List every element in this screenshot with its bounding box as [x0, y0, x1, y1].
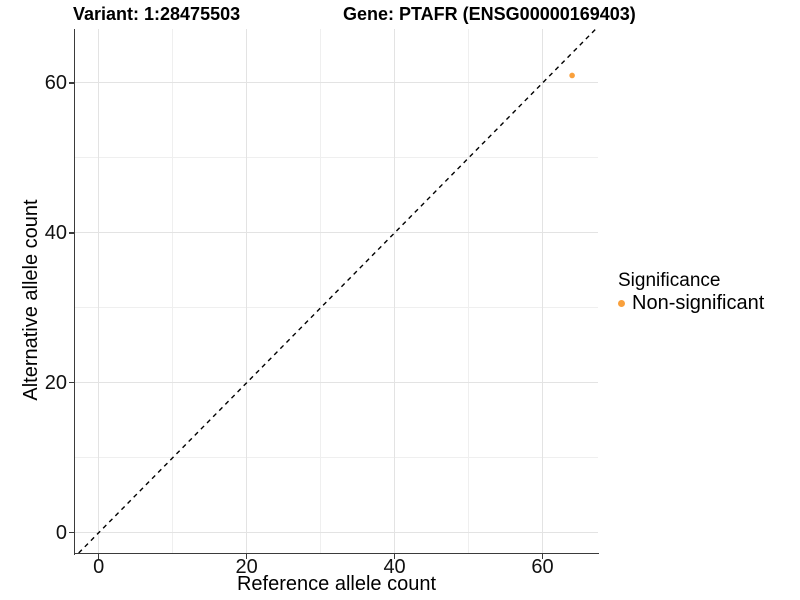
x-tick-label: 40	[383, 555, 406, 578]
y-tick-label: 60	[44, 71, 67, 94]
y-tick-label: 0	[55, 521, 67, 544]
gridline-y-major	[75, 382, 598, 384]
gridline-y-minor	[75, 307, 598, 309]
gridline-x-minor	[468, 29, 470, 553]
y-tick-mark	[68, 532, 74, 534]
y-tick-label: 20	[44, 371, 67, 394]
gridline-x-minor	[172, 29, 174, 553]
gridline-x-major	[98, 29, 100, 553]
variant-title: Variant: 1:28475503	[73, 4, 241, 24]
x-tick-label: 20	[235, 555, 258, 578]
legend-title: Significance	[618, 270, 721, 291]
legend: Significance Non-significant	[618, 271, 764, 313]
plot-panel	[75, 29, 598, 553]
x-axis-line	[73, 552, 599, 555]
gridline-y-minor	[75, 457, 598, 459]
x-axis-title: Reference allele count	[236, 573, 436, 595]
y-tick-mark	[68, 232, 74, 234]
legend-key-dot-icon	[618, 299, 625, 307]
gridline-y-major	[75, 82, 598, 84]
x-tick-mark	[393, 554, 396, 559]
gridline-x-major	[542, 29, 544, 553]
y-tick-mark	[68, 382, 74, 384]
x-tick-label: 0	[93, 555, 105, 578]
x-tick-label: 60	[531, 555, 554, 578]
data-point	[569, 72, 575, 79]
x-tick-mark	[541, 554, 544, 559]
x-tick-mark	[245, 554, 248, 559]
gridline-y-major	[75, 232, 598, 234]
gridline-y-minor	[75, 157, 598, 159]
y-tick-label: 40	[44, 221, 67, 244]
y-tick-mark	[68, 82, 74, 84]
gridline-x-major	[394, 29, 396, 553]
legend-item: Non-significant	[618, 293, 764, 313]
plot-canvas	[78, 29, 597, 553]
legend-item-label: Non-significant	[632, 292, 765, 314]
gene-title: Gene: PTAFR (ENSG00000169403)	[343, 4, 636, 24]
gridline-y-major	[75, 532, 598, 534]
identity-line	[78, 29, 597, 553]
y-axis-line	[73, 29, 76, 555]
y-axis-title: Alternative allele count	[20, 199, 42, 401]
gridline-x-major	[246, 29, 248, 553]
gridline-x-minor	[320, 29, 322, 553]
x-tick-mark	[98, 554, 100, 559]
